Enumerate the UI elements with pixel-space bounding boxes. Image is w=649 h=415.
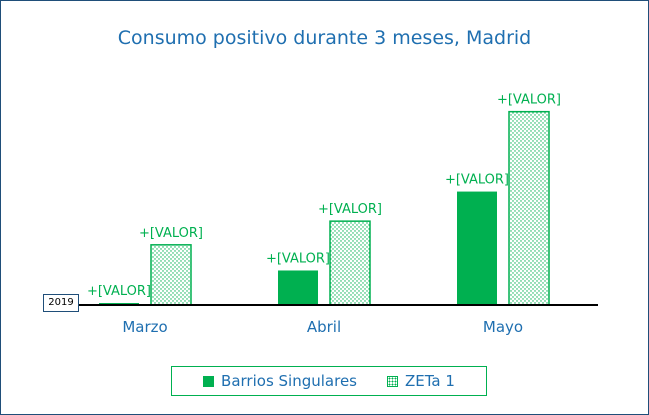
legend-item-zeta: ZETa 1 — [387, 372, 455, 390]
bar-mayo-series-2 — [508, 110, 550, 306]
legend-swatch-dotted — [387, 375, 398, 387]
chart-title: Consumo positivo durante 3 meses, Madrid — [117, 27, 532, 49]
x-tick-label-abril: Abril — [307, 318, 341, 336]
legend-label-barrios: Barrios Singulares — [221, 372, 357, 390]
bar-marzo-series-2 — [150, 244, 192, 306]
legend-item-barrios: Barrios Singulares — [203, 372, 357, 390]
x-tick-label-marzo: Marzo — [122, 318, 167, 336]
data-label-abril-series-1: +[VALOR] — [266, 251, 330, 266]
bar-abril-series-2 — [329, 220, 371, 306]
year-annotation: 2019 — [43, 294, 79, 312]
data-label-mayo-series-1: +[VALOR] — [445, 173, 509, 188]
bar-mayo-series-1 — [457, 191, 497, 305]
legend: Barrios Singulares ZETa 1 — [171, 366, 487, 396]
bar-abril-series-1 — [278, 270, 318, 305]
data-label-abril-series-2: +[VALOR] — [318, 202, 382, 217]
data-label-mayo-series-2: +[VALOR] — [497, 93, 561, 108]
legend-swatch-solid — [203, 375, 215, 387]
data-label-marzo-series-2: +[VALOR] — [139, 226, 203, 241]
legend-label-zeta: ZETa 1 — [405, 372, 455, 390]
x-tick-label-mayo: Mayo — [483, 318, 523, 336]
data-label-marzo-series-1: +[VALOR] — [87, 284, 151, 299]
